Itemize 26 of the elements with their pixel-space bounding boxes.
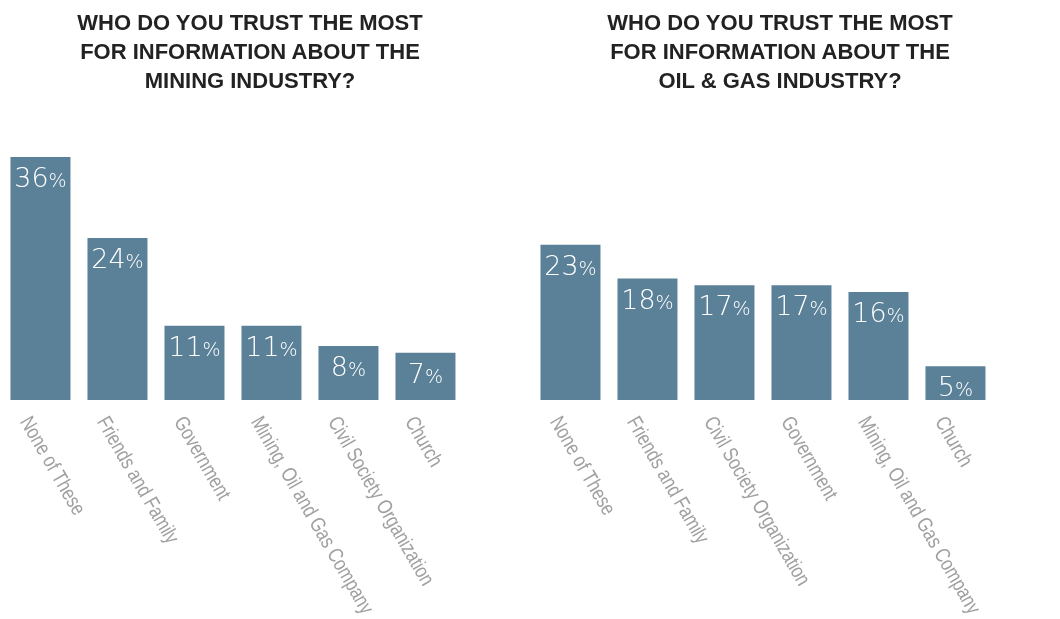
data-label: 23% [544, 249, 597, 281]
chart-title: WHO DO YOU TRUST THE MOST FOR INFORMATION ABOUT THE OIL & GAS INDUSTRY? [606, 9, 954, 95]
data-label: 16% [852, 297, 905, 328]
data-label: 17% [698, 290, 751, 322]
bar [694, 285, 755, 400]
chart-title: WHO DO YOU TRUST THE MOST FOR INFORMATION ABOUT THE MINING INDUSTRY? [76, 9, 424, 95]
data-label: 17% [775, 290, 828, 322]
bar [10, 157, 71, 400]
data-label: 8% [330, 351, 367, 382]
bar [617, 278, 678, 400]
data-label: 24% [91, 243, 144, 274]
bar [164, 325, 225, 400]
bar [540, 244, 601, 400]
bar [318, 346, 379, 400]
bar [241, 325, 302, 400]
bar [771, 285, 832, 400]
bar [848, 292, 909, 400]
data-label: 11% [168, 330, 221, 362]
data-label: 18% [621, 283, 674, 315]
bar [395, 352, 456, 400]
bar [87, 238, 148, 400]
data-label: 36% [14, 162, 67, 193]
data-label: 11% [245, 330, 298, 362]
bar [925, 366, 986, 400]
data-label: 5% [937, 371, 974, 403]
data-label: 7% [407, 357, 444, 389]
